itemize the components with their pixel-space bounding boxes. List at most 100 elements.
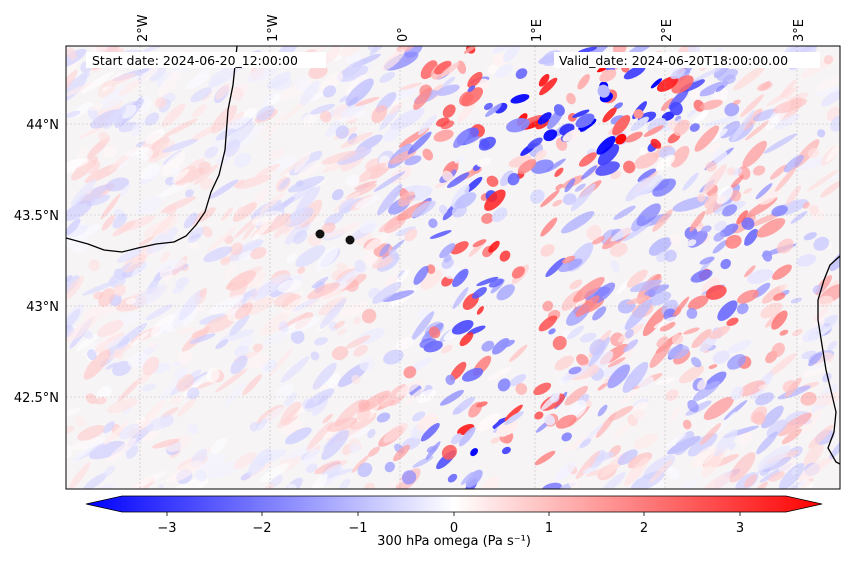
omega-cell bbox=[538, 315, 558, 332]
omega-cell bbox=[568, 366, 582, 375]
omega-cell bbox=[577, 46, 597, 54]
omega-cell bbox=[337, 147, 372, 165]
omega-cell bbox=[428, 326, 441, 339]
omega-cell bbox=[230, 355, 248, 375]
omega-cell bbox=[727, 340, 752, 354]
omega-cell bbox=[607, 405, 634, 422]
omega-cell bbox=[478, 136, 496, 151]
omega-cell bbox=[570, 183, 596, 212]
omega-cell bbox=[230, 86, 244, 101]
omega-cell bbox=[425, 441, 441, 460]
lon-tick-label: 1°E bbox=[530, 19, 545, 42]
omega-cell bbox=[161, 103, 186, 127]
omega-cell bbox=[322, 85, 337, 98]
omega-cell bbox=[726, 167, 736, 176]
colorbar-tick-label: 3 bbox=[736, 521, 744, 536]
omega-cell bbox=[159, 267, 173, 281]
omega-cell bbox=[638, 376, 654, 389]
omega-cell bbox=[411, 411, 426, 422]
omega-cell bbox=[713, 232, 725, 242]
omega-cell bbox=[564, 178, 576, 193]
omega-cell bbox=[592, 236, 605, 245]
omega-cell bbox=[118, 80, 141, 96]
omega-cell bbox=[813, 307, 829, 322]
omega-cell bbox=[779, 284, 788, 291]
omega-cell bbox=[242, 374, 262, 396]
omega-cell bbox=[554, 355, 575, 371]
omega-cell bbox=[659, 321, 676, 332]
omega-cell bbox=[713, 428, 738, 456]
omega-cell bbox=[331, 188, 344, 201]
omega-cell bbox=[729, 452, 756, 483]
omega-cell bbox=[496, 284, 515, 301]
omega-cell bbox=[215, 339, 229, 350]
omega-cell bbox=[372, 253, 395, 269]
omega-cell bbox=[313, 46, 330, 54]
omega-cell bbox=[199, 177, 214, 190]
omega-cell bbox=[712, 350, 730, 364]
omega-cell bbox=[633, 433, 659, 450]
omega-cell bbox=[385, 276, 399, 288]
omega-cell bbox=[319, 110, 332, 123]
omega-cell bbox=[771, 310, 788, 330]
omega-cell bbox=[665, 389, 679, 402]
omega-cell bbox=[382, 128, 400, 142]
omega-cell bbox=[321, 430, 349, 460]
omega-cell bbox=[333, 320, 345, 329]
omega-cell bbox=[517, 159, 537, 175]
omega-cell bbox=[145, 128, 165, 145]
omega-cell bbox=[694, 125, 720, 152]
omega-cell bbox=[315, 245, 339, 271]
omega-cell bbox=[250, 246, 267, 260]
omega-cell bbox=[259, 462, 290, 483]
start-date-label: Start date: 2024-06-20_12:00:00 bbox=[92, 53, 298, 68]
omega-cell bbox=[447, 473, 458, 483]
omega-cell bbox=[220, 206, 234, 222]
omega-cell bbox=[769, 164, 787, 180]
omega-cell bbox=[278, 177, 291, 190]
omega-cell bbox=[66, 316, 98, 343]
omega-cell bbox=[236, 124, 265, 148]
omega-cell bbox=[543, 414, 556, 426]
omega-cell bbox=[201, 226, 213, 238]
omega-cell bbox=[703, 116, 738, 127]
omega-cell bbox=[716, 186, 734, 205]
omega-cell bbox=[503, 434, 513, 444]
omega-cell bbox=[699, 335, 717, 353]
omega-cell bbox=[275, 175, 286, 188]
omega-cell bbox=[816, 75, 840, 94]
omega-cell bbox=[140, 68, 158, 82]
omega-cell bbox=[151, 438, 180, 449]
omega-cell bbox=[131, 471, 167, 489]
omega-cell bbox=[338, 197, 355, 211]
omega-cell bbox=[597, 404, 608, 417]
omega-cell bbox=[371, 104, 388, 124]
omega-cell bbox=[148, 342, 158, 349]
omega-cell bbox=[175, 165, 198, 185]
omega-cell bbox=[511, 266, 525, 279]
omega-cell bbox=[142, 383, 157, 392]
omega-cell bbox=[649, 459, 674, 484]
omega-cell bbox=[730, 386, 744, 401]
omega-cell bbox=[472, 287, 487, 299]
omega-cell bbox=[643, 125, 664, 137]
omega-cell bbox=[106, 398, 138, 414]
omega-cell bbox=[395, 379, 423, 397]
omega-cell bbox=[377, 184, 403, 216]
omega-cell bbox=[95, 396, 107, 405]
omega-cell bbox=[487, 366, 512, 381]
omega-cell bbox=[699, 422, 722, 446]
omega-cell bbox=[161, 138, 198, 153]
omega-cell bbox=[347, 427, 371, 440]
omega-cell bbox=[290, 330, 305, 344]
omega-cell bbox=[534, 450, 556, 466]
omega-cell bbox=[744, 474, 757, 488]
valid-date-label: Valid_date: 2024-06-20T18:00:00.00 bbox=[559, 53, 788, 68]
valid-date-box bbox=[554, 52, 820, 68]
omega-cell bbox=[112, 220, 136, 237]
omega-cell bbox=[453, 130, 470, 148]
omega-cell bbox=[771, 205, 788, 217]
omega-cell bbox=[617, 449, 638, 465]
omega-cell bbox=[104, 333, 131, 349]
omega-cell bbox=[803, 232, 817, 241]
